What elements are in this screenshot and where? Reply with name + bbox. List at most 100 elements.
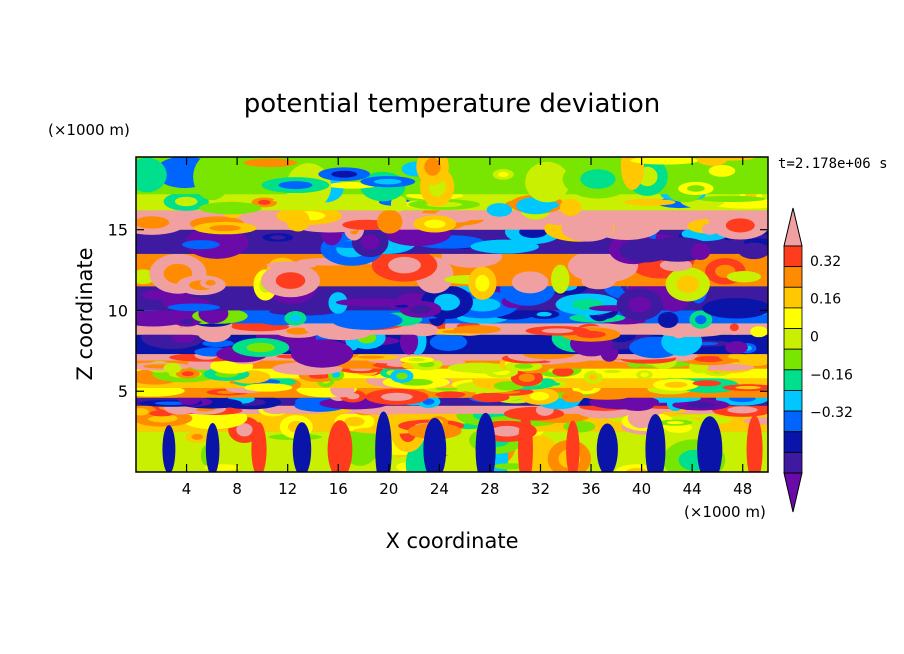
- field-eddy-core: [434, 293, 460, 311]
- colorbar-bottom-arrow: [783, 472, 803, 513]
- field-eddy-core: [664, 381, 688, 388]
- field-eddy-core: [424, 219, 446, 229]
- field-eddy-core: [666, 421, 684, 425]
- field-eddy: [136, 157, 167, 193]
- chart-title: potential temperature deviation: [244, 89, 660, 119]
- y-tick-label: 15: [108, 221, 128, 240]
- field-eddy-core: [147, 414, 178, 423]
- x-tick-label: 36: [581, 480, 600, 498]
- field-plume: [518, 412, 533, 472]
- field-plume: [746, 415, 763, 472]
- colorbar-label: −0.32: [810, 405, 853, 421]
- field-band: [136, 368, 768, 379]
- field-eddy-core: [727, 406, 758, 414]
- field-eddy: [167, 303, 221, 312]
- field-eddy: [435, 209, 500, 221]
- field-eddy-core: [501, 464, 519, 468]
- field-eddy: [290, 339, 354, 368]
- field-eddy-core: [136, 408, 149, 416]
- field-eddy-core: [529, 391, 550, 401]
- field-eddy: [470, 239, 539, 254]
- field-plume: [596, 423, 618, 472]
- colorbar-label: 0.32: [810, 254, 841, 270]
- y-unit-label: (×1000 m): [48, 121, 130, 139]
- field-eddy-core: [236, 423, 253, 437]
- field-plume: [162, 425, 176, 472]
- field-eddy-core: [555, 271, 565, 287]
- field-eddy: [429, 333, 468, 351]
- colorbar-segment: [783, 245, 803, 268]
- field-eddy-core: [270, 235, 286, 240]
- field-eddy-core: [730, 344, 743, 351]
- field-eddy-core: [640, 372, 649, 377]
- field-eddy: [581, 272, 616, 290]
- x-unit-label: (×1000 m): [684, 503, 766, 521]
- colorbar-segment: [783, 410, 803, 433]
- field-eddy: [243, 158, 298, 168]
- field-eddy: [171, 333, 196, 343]
- field-eddy-core: [687, 185, 705, 192]
- time-label: t=2.178e+06 s: [778, 156, 888, 172]
- x-tick-label: 40: [632, 480, 651, 498]
- field-eddy: [750, 326, 768, 338]
- field-eddy-core: [588, 373, 598, 381]
- field-eddy: [623, 215, 641, 233]
- field-plume: [645, 414, 666, 472]
- field-eddy-core: [603, 369, 621, 374]
- y-tick-label: 5: [118, 382, 128, 401]
- field-eddy-core: [246, 342, 276, 353]
- field-eddy-core: [214, 204, 246, 212]
- field-eddy-core: [695, 315, 707, 325]
- field-eddy-core: [464, 297, 501, 312]
- field-plume: [475, 412, 496, 472]
- x-tick-label: 32: [531, 480, 550, 498]
- field-eddy-core: [205, 308, 221, 319]
- field-eddy-core: [180, 319, 194, 325]
- colorbar-label: 0.16: [810, 292, 841, 308]
- field-eddy-core: [344, 416, 365, 427]
- field-eddy-core: [286, 327, 310, 335]
- field-plume: [327, 420, 353, 472]
- field-eddy: [743, 417, 768, 425]
- colorbar-segment: [783, 369, 803, 391]
- field-band: [136, 405, 768, 414]
- field-eddy: [696, 157, 729, 166]
- field-eddy: [660, 330, 723, 337]
- field-eddy-core: [154, 401, 187, 406]
- field-plume: [566, 420, 580, 472]
- field-eddy-core: [395, 304, 409, 308]
- field-eddy-core: [381, 392, 413, 401]
- field-eddy-core: [357, 355, 385, 359]
- field-eddy-core: [409, 305, 431, 314]
- field-plume: [205, 423, 220, 472]
- field-eddy-core: [329, 329, 358, 337]
- field-eddy-core: [361, 234, 380, 250]
- field-eddy-core: [331, 371, 341, 378]
- field-eddy-core: [626, 468, 648, 472]
- field-plume: [292, 422, 312, 472]
- field-eddy: [335, 298, 408, 307]
- field-eddy-core: [424, 157, 441, 176]
- field-eddy-core: [729, 323, 739, 332]
- colorbar-segment: [783, 286, 803, 309]
- field-eddy-core: [541, 328, 574, 334]
- x-tick-label: 4: [182, 480, 192, 498]
- field-eddy-core: [289, 314, 301, 322]
- field-eddy-core: [275, 272, 306, 289]
- colorbar-segment: [783, 390, 803, 412]
- y-axis: 5 10 15: [108, 221, 768, 401]
- colorbar-segment: [783, 431, 803, 453]
- field-eddy-core: [191, 242, 211, 247]
- plot-frame: [135, 156, 769, 473]
- field-plume: [697, 416, 723, 472]
- colorbar-segment: [783, 348, 803, 371]
- field-eddy: [447, 362, 511, 373]
- field-eddy: [552, 367, 574, 377]
- field-eddy: [511, 271, 549, 294]
- field-eddy: [525, 161, 570, 203]
- field-eddy: [708, 164, 736, 177]
- field-eddy: [136, 385, 185, 397]
- field-eddy: [584, 393, 630, 400]
- field-eddy: [657, 311, 679, 328]
